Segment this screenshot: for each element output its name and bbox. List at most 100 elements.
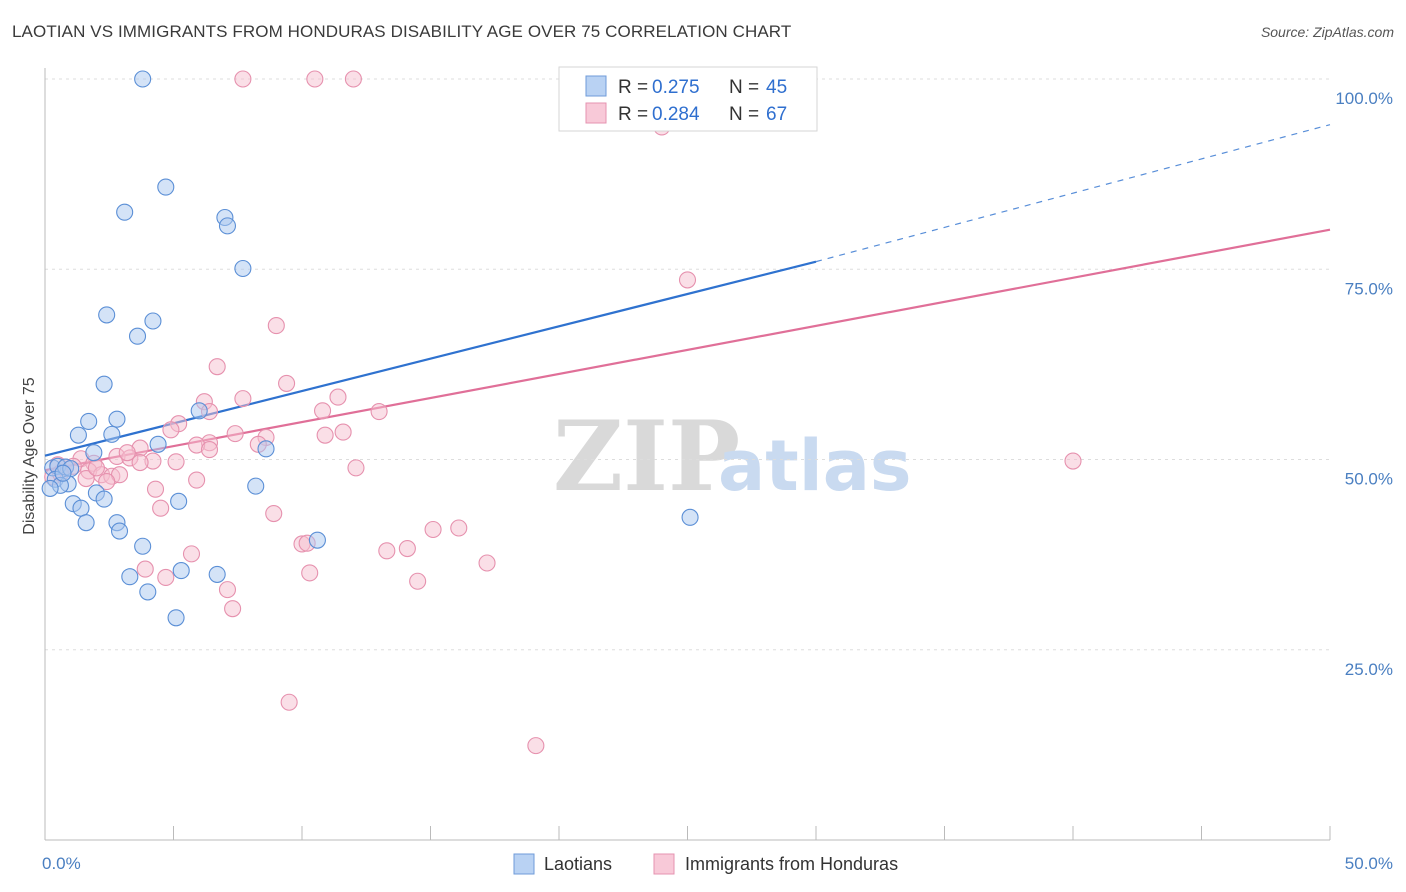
point-honduras <box>136 560 154 578</box>
point-honduras <box>157 568 175 587</box>
point-honduras <box>218 581 237 599</box>
legend-n-label-2: N = <box>729 104 759 125</box>
axes <box>44 68 1331 841</box>
point-laotians <box>234 259 252 278</box>
point-laotians <box>85 444 103 462</box>
correlation-legend: R = 0.275 N = 45 R = 0.284 N = 67 <box>558 66 818 132</box>
point-laotians <box>95 490 113 508</box>
bottom-legend-label-honduras: Immigrants from Honduras <box>685 854 898 874</box>
y-tick-label: 50.0% <box>1345 470 1393 489</box>
point-honduras <box>234 390 252 408</box>
series-legend: Laotians Immigrants from Honduras <box>513 853 898 875</box>
point-laotians <box>167 609 185 627</box>
watermark-zip: ZIP <box>553 400 740 513</box>
point-laotians <box>54 464 72 482</box>
x-tick-label: 50.0% <box>1345 854 1393 873</box>
point-honduras <box>152 499 170 517</box>
legend-r-value-2: 0.284 <box>652 104 700 125</box>
point-honduras <box>267 317 285 335</box>
point-honduras <box>450 519 468 537</box>
x-tick-label: 0.0% <box>42 854 81 873</box>
point-laotians <box>149 435 167 453</box>
point-laotians <box>144 312 162 330</box>
bottom-legend-label-laotians: Laotians <box>544 854 612 874</box>
point-honduras <box>87 459 105 477</box>
bottom-legend-swatch-honduras <box>653 853 675 875</box>
point-honduras <box>226 425 244 443</box>
point-laotians <box>72 499 90 517</box>
legend-n-value-1: 45 <box>766 77 787 98</box>
point-laotians <box>77 514 95 532</box>
legend-r-value-1: 0.275 <box>652 77 700 98</box>
x-tick-labels: 0.0% 50.0% <box>42 854 1393 873</box>
point-honduras <box>678 271 697 289</box>
trend-line-laotians-extension <box>815 124 1331 263</box>
point-laotians <box>218 217 237 235</box>
point-honduras <box>146 480 165 498</box>
point-honduras <box>347 459 365 477</box>
bottom-legend-swatch-laotians <box>513 853 535 875</box>
point-laotians <box>139 583 157 601</box>
y-tick-label: 75.0% <box>1345 279 1393 298</box>
point-laotians <box>681 508 699 526</box>
point-honduras <box>188 471 206 489</box>
legend-n-label-1: N = <box>729 77 759 98</box>
point-honduras <box>118 444 136 462</box>
point-laotians <box>308 531 326 549</box>
point-honduras <box>77 469 95 488</box>
point-honduras <box>167 453 185 471</box>
point-honduras <box>527 737 545 755</box>
y-tick-label: 100.0% <box>1335 89 1393 108</box>
point-laotians <box>98 306 116 324</box>
point-laotians <box>190 402 208 420</box>
point-honduras <box>370 403 388 421</box>
point-honduras <box>200 441 219 459</box>
point-laotians <box>110 522 129 540</box>
point-laotians <box>116 203 134 221</box>
point-honduras <box>224 600 242 618</box>
y-tick-labels: 25.0% 50.0% 75.0% 100.0% <box>1335 89 1393 679</box>
point-laotians <box>80 412 98 431</box>
legend-r-label-2: R = <box>618 104 648 125</box>
point-honduras <box>334 423 352 441</box>
point-laotians <box>41 479 59 497</box>
point-honduras <box>280 693 298 711</box>
point-honduras <box>316 426 334 444</box>
point-honduras <box>162 421 180 439</box>
point-laotians <box>172 562 190 580</box>
point-honduras <box>424 520 442 539</box>
watermark-atlas: atlas <box>718 425 912 507</box>
point-laotians <box>128 327 147 345</box>
point-laotians <box>95 375 113 393</box>
legend-swatch-honduras <box>585 102 607 124</box>
point-honduras <box>278 374 296 392</box>
point-laotians <box>121 568 139 586</box>
point-honduras <box>265 504 283 523</box>
trend-line-honduras <box>44 228 1331 472</box>
point-honduras <box>1064 452 1082 470</box>
point-laotians <box>69 426 87 444</box>
point-honduras <box>131 453 149 472</box>
point-honduras <box>478 554 496 572</box>
point-honduras <box>344 70 362 88</box>
point-laotians <box>134 70 152 88</box>
point-laotians <box>257 440 275 458</box>
point-honduras <box>301 564 319 582</box>
point-laotians <box>247 477 265 495</box>
point-honduras <box>98 473 116 491</box>
legend-n-value-2: 67 <box>766 104 787 125</box>
chart-source: Source: ZipAtlas.com <box>1260 24 1394 40</box>
point-laotians <box>108 410 126 428</box>
legend-r-label-1: R = <box>618 77 648 98</box>
point-honduras <box>234 70 252 88</box>
chart-title: LAOTIAN VS IMMIGRANTS FROM HONDURAS DISA… <box>12 22 792 41</box>
point-laotians <box>157 178 175 196</box>
point-laotians <box>170 492 188 510</box>
point-honduras <box>378 542 396 560</box>
y-axis-label: Disability Age Over 75 <box>21 377 38 535</box>
point-laotians <box>208 565 226 583</box>
point-honduras <box>409 572 427 590</box>
point-honduras <box>398 539 416 558</box>
point-honduras <box>182 545 201 563</box>
